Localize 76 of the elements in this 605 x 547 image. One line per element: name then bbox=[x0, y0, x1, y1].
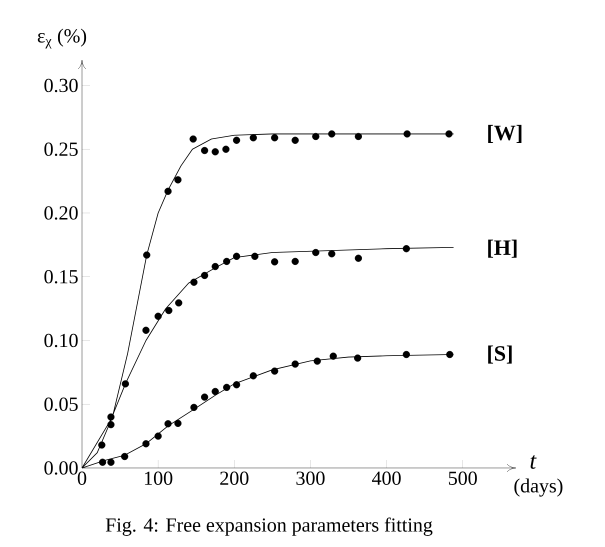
point bbox=[200, 146, 208, 154]
point bbox=[312, 132, 320, 140]
point bbox=[200, 393, 208, 401]
point bbox=[190, 278, 198, 286]
point bbox=[292, 258, 299, 266]
y-tick-label: 0.00 bbox=[44, 461, 78, 475]
point bbox=[164, 188, 172, 195]
point bbox=[402, 350, 410, 358]
point bbox=[446, 350, 454, 358]
point bbox=[154, 312, 162, 320]
point bbox=[165, 306, 172, 314]
x-tick-label: 400 bbox=[372, 472, 401, 485]
point bbox=[271, 367, 278, 375]
point bbox=[212, 262, 219, 270]
point bbox=[121, 452, 128, 460]
text: Fig. 4: Free expansion parameters fitting bbox=[106, 518, 432, 536]
point bbox=[174, 420, 182, 427]
point bbox=[142, 440, 150, 448]
y-tick-label: 0.20 bbox=[44, 206, 78, 220]
point bbox=[271, 258, 278, 266]
y-tick-label: 0.25 bbox=[44, 142, 78, 156]
y-tick-label: 0.10 bbox=[44, 334, 78, 348]
point bbox=[164, 420, 172, 428]
point bbox=[232, 381, 240, 388]
point bbox=[143, 251, 150, 259]
point bbox=[354, 354, 362, 362]
point bbox=[212, 388, 219, 396]
point bbox=[402, 245, 410, 252]
point bbox=[174, 176, 182, 184]
point bbox=[107, 421, 115, 428]
point bbox=[200, 272, 208, 280]
point bbox=[190, 135, 197, 143]
text: [H] bbox=[488, 240, 517, 258]
point bbox=[98, 458, 106, 466]
point bbox=[190, 404, 198, 412]
point bbox=[271, 134, 278, 142]
point bbox=[222, 146, 230, 153]
x-tick-label: 0 bbox=[78, 472, 86, 485]
point bbox=[223, 384, 230, 392]
point bbox=[330, 352, 337, 360]
point bbox=[142, 326, 150, 334]
point bbox=[251, 252, 258, 260]
x-tick-label: 100 bbox=[144, 472, 172, 485]
y-axis-title: ε$_{χ}$ (%) bbox=[38, 28, 86, 48]
point bbox=[445, 130, 453, 138]
point bbox=[107, 458, 115, 466]
series-label: [S] bbox=[488, 345, 512, 364]
point bbox=[212, 148, 219, 156]
point bbox=[354, 132, 362, 140]
point bbox=[328, 130, 336, 138]
series-label: [W] bbox=[488, 124, 522, 144]
point bbox=[122, 380, 130, 388]
point bbox=[175, 299, 182, 306]
point bbox=[354, 254, 362, 262]
point bbox=[404, 130, 411, 138]
point bbox=[292, 136, 299, 144]
point bbox=[107, 413, 115, 421]
x-tick-label: 200 bbox=[220, 472, 248, 485]
point bbox=[292, 360, 299, 368]
y-tick-label: 0.30 bbox=[44, 78, 78, 92]
point bbox=[328, 250, 336, 258]
point bbox=[314, 358, 321, 365]
point bbox=[223, 258, 230, 266]
y-tick-label: 0.15 bbox=[44, 270, 78, 284]
x-axis-title: t bbox=[530, 455, 537, 469]
point bbox=[312, 248, 320, 256]
x-tick-label: 500 bbox=[448, 472, 477, 485]
point bbox=[250, 372, 257, 380]
point bbox=[154, 432, 162, 440]
x-tick-label: 300 bbox=[296, 472, 325, 485]
point bbox=[98, 441, 106, 449]
y-tick-label: 0.05 bbox=[44, 397, 78, 411]
point bbox=[232, 252, 240, 260]
point bbox=[232, 136, 240, 144]
text: (days) bbox=[514, 478, 562, 497]
point bbox=[250, 134, 257, 142]
